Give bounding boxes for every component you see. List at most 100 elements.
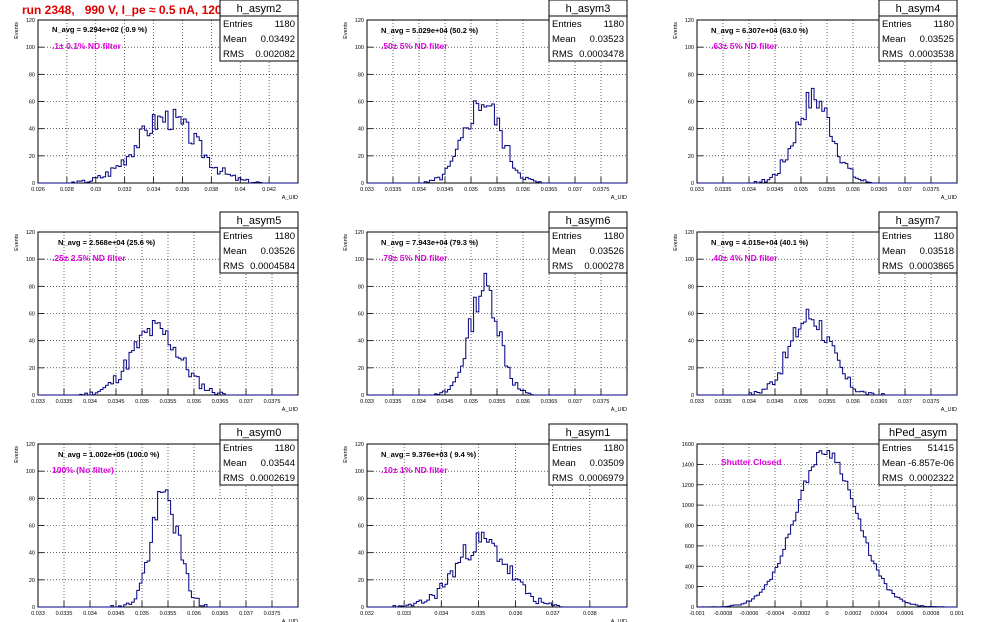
x-tick-label: 0.0345 (108, 399, 125, 405)
x-tick-label: -0.0004 (766, 611, 785, 617)
stats-label: Entries (882, 443, 912, 454)
histogram-h_asym1: 0 20 40 60 80 100 120 0.032 0.033 0.034 0.035 0.036… (343, 423, 628, 622)
y-tick-label: 400 (685, 564, 694, 570)
x-tick-label: 0.034 (742, 399, 756, 405)
y-tick-label: 80 (358, 72, 364, 78)
x-tick-label: 0.037 (239, 399, 253, 405)
x-tick-label: 0.034 (83, 611, 97, 617)
y-tick-label: 20 (688, 366, 694, 372)
x-tick-label: 0.033 (31, 399, 45, 405)
y-tick-label: 200 (685, 585, 694, 591)
y-tick-label: 120 (26, 18, 35, 24)
stats-value: 0.03525 (920, 34, 954, 45)
x-tick-label: 0.0002 (845, 611, 862, 617)
y-tick-label: 120 (685, 18, 694, 24)
y-tick-label: 80 (688, 72, 694, 78)
stats-value: 0.0002322 (909, 473, 954, 484)
filter-annotation: .79± 5% ND filter (381, 253, 448, 263)
navg-label: N_avg = 7.943e+04 (79.3 %) (381, 238, 479, 247)
y-tick-label: 120 (355, 18, 364, 24)
stats-title: h_asym4 (896, 3, 941, 15)
y-tick-label: 60 (688, 100, 694, 106)
stats-label: Mean (552, 458, 576, 469)
x-tick-label: 0.035 (472, 611, 486, 617)
x-axis-label: A_UID (611, 195, 627, 201)
y-axis-label: Events (343, 22, 349, 39)
stats-label: Mean (223, 458, 247, 469)
x-tick-label: 0.033 (690, 399, 704, 405)
y-axis-label: Events (14, 446, 20, 463)
x-tick-label: 0.0365 (212, 399, 229, 405)
y-tick-label: 100 (355, 469, 364, 475)
y-axis-label: Events (673, 22, 679, 39)
stats-label: Entries (552, 443, 582, 454)
stats-value: 0.03523 (590, 34, 624, 45)
x-tick-label: 0.0004 (871, 611, 888, 617)
stats-label: Mean (552, 34, 576, 45)
x-tick-label: 0.0375 (264, 399, 281, 405)
x-tick-label: 0.0375 (923, 399, 940, 405)
x-tick-label: 0.0365 (871, 399, 888, 405)
stats-box (219, 227, 299, 274)
y-tick-label: 80 (688, 284, 694, 290)
y-tick-label: 40 (29, 551, 35, 557)
x-tick-label: -0.0008 (714, 611, 733, 617)
y-tick-label: 100 (26, 257, 35, 263)
stats-label: RMS (882, 473, 903, 484)
x-axis-label: A_UID (282, 407, 298, 413)
stats-label: RMS (552, 473, 573, 484)
histogram-line (697, 87, 957, 184)
stats-title: h_asym1 (566, 427, 611, 439)
y-tick-label: 20 (688, 154, 694, 160)
navg-label: N_avg = 1.002e+05 (100.0 %) (58, 450, 160, 459)
filter-annotation: .50± 5% ND filter (381, 41, 448, 51)
y-tick-label: 20 (358, 578, 364, 584)
x-tick-label: 0.0345 (767, 399, 784, 405)
y-tick-label: 120 (26, 230, 35, 236)
x-axis-label: A_UID (941, 195, 957, 201)
y-tick-label: 60 (29, 312, 35, 318)
histogram-hPed_asym: 0 200 400 600 800 1000 1200 1400 1600 -0.001 -0.00… (682, 423, 964, 617)
histogram-h_asym4: 0 20 40 60 80 100 120 0.033 0.0335 0.034 0.0345 0.0… (673, 0, 958, 201)
y-tick-label: 100 (685, 45, 694, 51)
stats-value: 1180 (934, 231, 954, 242)
x-tick-label: 0.033 (31, 611, 45, 617)
stats-label: Entries (223, 19, 253, 30)
x-tick-label: 0.036 (846, 187, 860, 193)
y-tick-label: 0 (32, 181, 35, 187)
stats-title: h_asym3 (566, 3, 611, 15)
stats-label: RMS (552, 261, 573, 272)
stats-label: Entries (882, 231, 912, 242)
histogram-line (38, 489, 298, 608)
stats-value: 1180 (934, 19, 954, 30)
y-tick-label: 100 (685, 257, 694, 263)
histogram-line (38, 108, 298, 184)
stats-value: 51415 (928, 443, 954, 454)
y-tick-label: 0 (361, 605, 364, 611)
x-tick-label: 0.0375 (593, 187, 610, 193)
y-tick-label: 20 (358, 154, 364, 160)
x-tick-label: 0.037 (898, 187, 912, 193)
stats-box (878, 15, 958, 62)
y-axis-label: Events (343, 446, 349, 463)
x-tick-label: 0.035 (794, 399, 808, 405)
stats-box (548, 439, 628, 486)
x-axis-label: A_UID (611, 619, 627, 622)
x-tick-label: 0.034 (742, 187, 756, 193)
histogram-h_asym2: 0 20 40 60 80 100 120 0.026 0.028 0.03 0.032 0.034 0… (14, 0, 299, 201)
stats-value: 0.03509 (590, 458, 624, 469)
stats-label: RMS (223, 49, 244, 60)
stats-label: Entries (223, 443, 253, 454)
stats-value: 0.002082 (255, 49, 295, 60)
x-tick-label: 0.036 (509, 611, 523, 617)
stats-value: 1180 (275, 231, 295, 242)
stats-label: RMS (223, 261, 244, 272)
y-tick-label: 40 (688, 127, 694, 133)
x-tick-label: 0.034 (412, 187, 426, 193)
stats-label: RMS (552, 49, 573, 60)
x-tick-label: 0.035 (135, 399, 149, 405)
stats-value: 0.03526 (590, 246, 624, 257)
y-tick-label: 80 (358, 284, 364, 290)
x-tick-label: 0.036 (187, 399, 201, 405)
y-tick-label: 0 (32, 393, 35, 399)
